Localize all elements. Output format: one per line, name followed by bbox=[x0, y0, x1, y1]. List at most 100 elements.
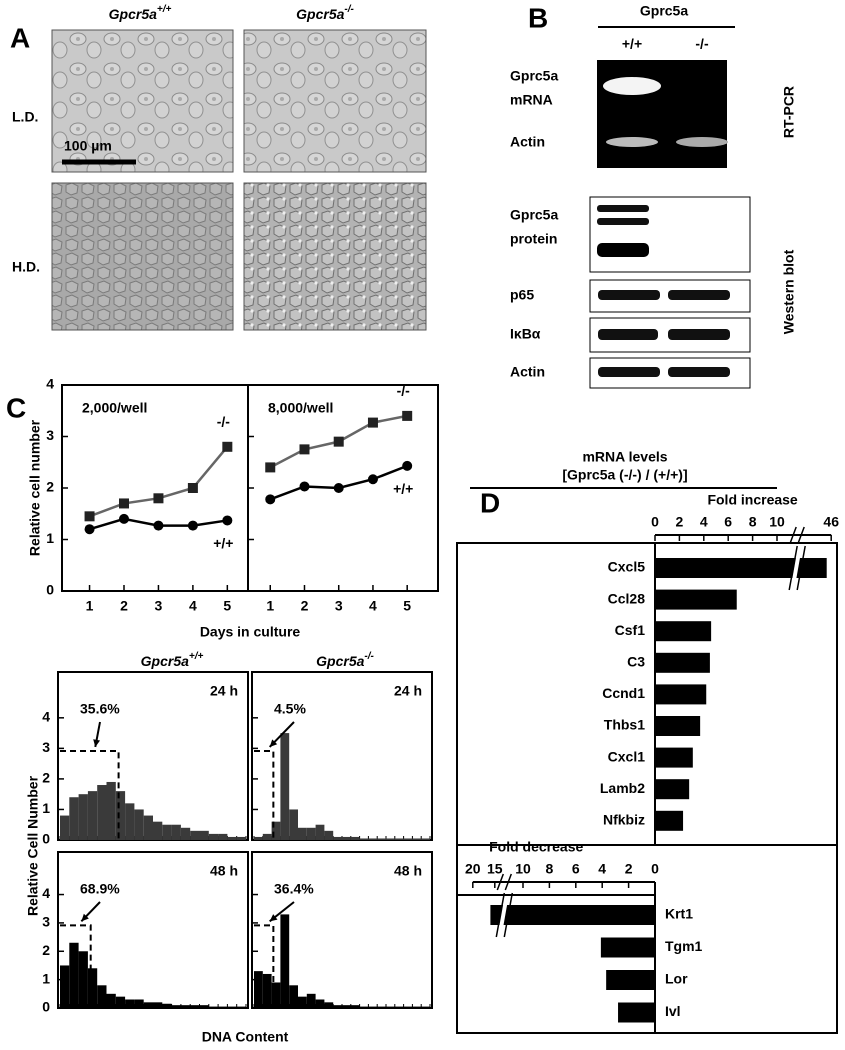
histogram-bar bbox=[208, 1006, 219, 1008]
histogram-bar bbox=[289, 809, 298, 840]
bar bbox=[655, 589, 737, 610]
histogram-bar bbox=[162, 824, 172, 840]
histogram-bar bbox=[254, 836, 263, 840]
histogram-bar bbox=[377, 838, 386, 840]
histogram-bar bbox=[180, 827, 191, 840]
series-label: -/- bbox=[217, 414, 231, 430]
method-label: RT-PCR bbox=[781, 86, 797, 138]
category-label: Lor bbox=[665, 971, 688, 987]
axis-break bbox=[789, 526, 805, 544]
histogram-bar bbox=[280, 914, 290, 1008]
x-tick-label: 0 bbox=[651, 514, 659, 530]
data-point bbox=[84, 511, 95, 522]
histogram-bar bbox=[421, 838, 430, 840]
bar bbox=[600, 937, 655, 958]
arrow-head bbox=[93, 739, 101, 747]
axis-break bbox=[788, 545, 806, 591]
histogram-bar bbox=[208, 833, 219, 840]
chart-title: 2,000/well bbox=[82, 400, 147, 416]
histogram-bar bbox=[298, 827, 307, 840]
column-header: Gpcr5a-/- bbox=[316, 651, 374, 669]
histogram-bar bbox=[143, 815, 153, 840]
chart-title: 24 h bbox=[394, 683, 422, 699]
histogram-bar bbox=[386, 1006, 395, 1008]
blot-band bbox=[597, 243, 649, 257]
histogram-bar bbox=[342, 836, 351, 840]
series-label: +/+ bbox=[393, 481, 413, 497]
histogram-bar bbox=[97, 985, 107, 1008]
gene: Gpcr5a bbox=[109, 6, 157, 22]
bar bbox=[655, 684, 707, 705]
series-label: -/- bbox=[397, 383, 411, 399]
histogram-bar bbox=[350, 1005, 360, 1008]
histogram-bar bbox=[324, 1002, 334, 1008]
category-label: C3 bbox=[627, 654, 645, 670]
histogram-bar bbox=[289, 985, 298, 1008]
chart-title: 8,000/well bbox=[268, 400, 333, 416]
y-tick-label: 2 bbox=[42, 942, 50, 958]
category-label: Cxcl1 bbox=[608, 748, 646, 764]
category-label: Krt1 bbox=[665, 906, 693, 922]
gate-label: 4.5% bbox=[274, 701, 306, 717]
micrograph bbox=[51, 29, 234, 173]
blot-band bbox=[668, 367, 730, 377]
bar bbox=[606, 970, 655, 990]
histogram-bar bbox=[97, 785, 107, 840]
x-axis-label: Days in culture bbox=[200, 624, 301, 640]
histogram-bar bbox=[180, 1005, 191, 1008]
x-tick-label: 3 bbox=[155, 598, 163, 614]
panel-title: mRNA levels bbox=[582, 449, 667, 465]
bar bbox=[655, 652, 710, 673]
band-label: Gprc5a bbox=[510, 207, 558, 223]
gel bbox=[597, 60, 727, 168]
histogram-bar bbox=[421, 1006, 430, 1008]
x-tick-label: 8 bbox=[749, 514, 757, 530]
x-tick-label: 0 bbox=[651, 861, 659, 877]
data-point bbox=[299, 444, 310, 455]
y-tick-label: 3 bbox=[46, 427, 54, 443]
histogram-bar bbox=[254, 971, 263, 1008]
x-tick-label: 10 bbox=[515, 861, 531, 877]
data-point bbox=[119, 513, 129, 524]
histogram-bar bbox=[134, 999, 144, 1008]
x-tick-label: 4 bbox=[189, 598, 197, 614]
gene: Gpcr5a bbox=[296, 6, 344, 22]
histogram-bar bbox=[368, 838, 378, 840]
histogram-bar bbox=[87, 791, 98, 840]
gel-band bbox=[676, 137, 728, 147]
data-point bbox=[265, 494, 276, 505]
x-tick-label: 5 bbox=[403, 598, 411, 614]
genotype: -/- bbox=[364, 651, 374, 662]
histogram-bar bbox=[236, 1006, 246, 1008]
histogram-bar bbox=[171, 1005, 181, 1008]
gate bbox=[254, 924, 275, 1008]
category-label: Ccl28 bbox=[608, 590, 646, 606]
histogram-bar bbox=[218, 833, 228, 840]
series-label: +/+ bbox=[213, 535, 233, 551]
chart-title: 48 h bbox=[210, 863, 238, 879]
histogram-bar bbox=[162, 1003, 172, 1008]
histogram-bar bbox=[306, 993, 316, 1008]
x-tick-label: 6 bbox=[572, 861, 580, 877]
bar bbox=[618, 1002, 655, 1023]
blot-band bbox=[668, 329, 730, 340]
histogram-bar bbox=[298, 996, 307, 1008]
break-gap bbox=[792, 557, 801, 579]
histogram-bar bbox=[394, 1006, 404, 1008]
panel-frame bbox=[456, 542, 838, 1034]
histogram-bar bbox=[199, 1005, 209, 1008]
x-tick-label: 20 bbox=[465, 861, 481, 877]
panel-subtitle: [Gprc5a (-/-) / (+/+)] bbox=[562, 467, 687, 483]
histogram-bar bbox=[342, 1005, 351, 1008]
y-tick-label: 3 bbox=[42, 739, 50, 755]
y-tick-label: 1 bbox=[46, 530, 54, 546]
category-label: Csf1 bbox=[615, 622, 646, 638]
histogram-bar bbox=[315, 999, 325, 1008]
category-label: Cxcl5 bbox=[608, 559, 646, 575]
y-tick-label: 0 bbox=[42, 999, 50, 1015]
column-header: Gpcr5a+/+ bbox=[109, 4, 172, 22]
histogram-bar bbox=[125, 999, 135, 1008]
band-label: Actin bbox=[510, 364, 545, 380]
histogram-bar bbox=[227, 1006, 237, 1008]
